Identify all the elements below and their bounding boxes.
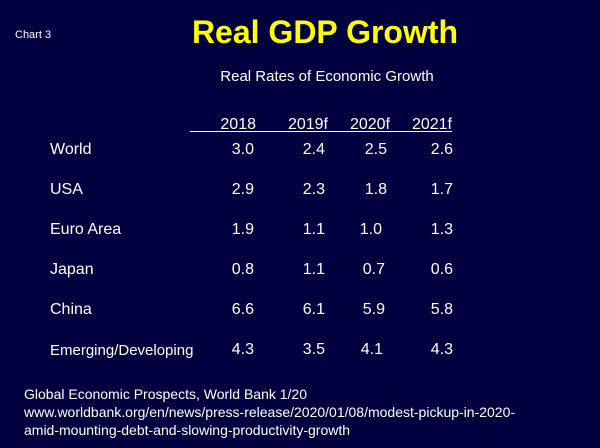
row-label-china: China: [50, 301, 92, 318]
table-cell: 2.4: [302, 141, 325, 158]
column-header-2021f: 2021f: [411, 116, 452, 133]
row-label-usa: USA: [50, 181, 83, 198]
table-cell: 0.8: [231, 261, 254, 278]
row-label-world: World: [50, 141, 92, 158]
table-subtitle: Real Rates of Economic Growth: [220, 68, 434, 85]
table-cell: 2.3: [302, 181, 325, 198]
source-citation: Global Economic Prospects, World Bank 1/…: [24, 385, 515, 439]
table-cell: 1.7: [430, 181, 453, 198]
table-cell: 4.3: [231, 341, 254, 358]
row-label-japan: Japan: [50, 261, 94, 278]
table-cell: 2.9: [231, 181, 254, 198]
source-url-line: www.worldbank.org/en/news/press-release/…: [24, 404, 516, 420]
table-cell: 5.9: [362, 301, 385, 318]
table-cell: 2.6: [430, 141, 453, 158]
table-cell: 2.5: [364, 141, 387, 158]
table-cell: 0.6: [430, 261, 453, 278]
table-cell: 1.1: [302, 261, 325, 278]
table-cell: 1.9: [231, 221, 254, 238]
column-header-2019f: 2019f: [287, 116, 328, 133]
row-label-emerging-developing: Emerging/Developing: [50, 342, 194, 359]
row-label-euro-area: Euro Area: [50, 221, 122, 238]
source-url-line: amid-mounting-debt-and-slowing-productiv…: [24, 422, 351, 438]
table-cell: 3.0: [231, 141, 254, 158]
source-line: Global Economic Prospects, World Bank 1/…: [24, 386, 307, 402]
table-cell: 1.3: [430, 221, 453, 238]
table-cell: 0.7: [362, 261, 385, 278]
column-header-2020f: 2020f: [349, 116, 390, 133]
chart-label: Chart 3: [15, 29, 52, 41]
table-cell: 4.1: [360, 341, 383, 358]
table-cell: 5.8: [430, 301, 453, 318]
table-cell: 6.6: [231, 301, 254, 318]
table-cell: 1.0: [359, 221, 382, 238]
table-cell: 6.1: [302, 301, 325, 318]
table-cell: 4.3: [430, 341, 453, 358]
page-title: Real GDP Growth: [191, 14, 459, 50]
column-header-2018: 2018: [220, 116, 256, 133]
table-cell: 1.1: [302, 221, 325, 238]
table-cell: 1.8: [364, 181, 387, 198]
header-underline: [190, 131, 452, 132]
table-cell: 3.5: [302, 341, 325, 358]
